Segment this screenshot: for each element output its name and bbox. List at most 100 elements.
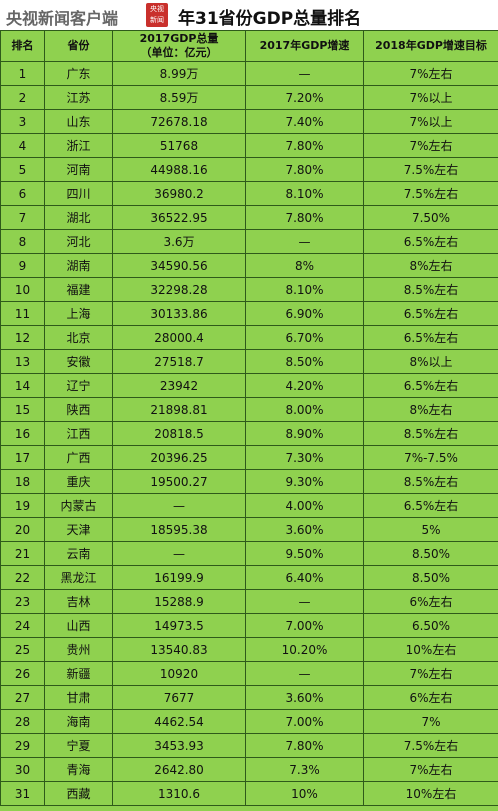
table-cell: 6.5%左右 <box>363 493 498 518</box>
header-text: （单位：亿元） <box>140 46 218 59</box>
table-row: 8 河北 3.6万 —6.5%左右 <box>0 229 498 254</box>
badge-line: 新闻 <box>150 16 164 24</box>
table-cell: 30 <box>0 757 45 782</box>
table-cell: 20396.25 <box>112 445 246 470</box>
table-cell: 44988.16 <box>112 157 246 182</box>
table-cell: 西藏 <box>44 781 113 806</box>
table-row: 19 内蒙古 —4.00% 6.5%左右 <box>0 493 498 518</box>
table-cell: 7.5%左右 <box>363 157 498 182</box>
table-row: 5 河南 44988.16 7.80% 7.5%左右 <box>0 157 498 182</box>
table-cell: 8.50% <box>245 349 364 374</box>
table-cell: 6.5%左右 <box>363 229 498 254</box>
table-row: 10 福建 32298.28 8.10% 8.5%左右 <box>0 277 498 302</box>
header-text: 省份 <box>67 39 90 52</box>
header-cell: 2017GDP总量 （单位：亿元） <box>112 30 246 62</box>
table-cell: 山西 <box>44 613 113 638</box>
table-cell: 12 <box>0 325 45 350</box>
table-cell: 72678.18 <box>112 109 246 134</box>
table-cell: 13 <box>0 349 45 374</box>
table-cell: 14 <box>0 373 45 398</box>
table-row: 11 上海 30133.86 6.90% 6.5%左右 <box>0 301 498 326</box>
table-cell: 4.00% <box>245 493 364 518</box>
table-cell: 青海 <box>44 757 113 782</box>
table-cell: 28 <box>0 709 45 734</box>
table-cell: 17 <box>0 445 45 470</box>
badge-line: 央视 <box>150 5 164 13</box>
table-cell: 广东 <box>44 61 113 86</box>
title: 年31省份GDP总量排名 <box>178 9 362 29</box>
table-cell: 6.5%左右 <box>363 301 498 326</box>
table-cell: 8%左右 <box>363 253 498 278</box>
table-cell: 6.5%左右 <box>363 373 498 398</box>
table-cell: 9.50% <box>245 541 364 566</box>
table-cell: 6.70% <box>245 325 364 350</box>
table-body: 1 广东 8.99万 —7%左右 2 江苏 8.59万 7.20% 7%以上 3 山东 72678.1… <box>0 61 498 806</box>
table-cell: 3.6万 <box>112 229 246 254</box>
table-cell: 3453.93 <box>112 733 246 758</box>
table-cell: 7.80% <box>245 157 364 182</box>
table-cell: 13540.83 <box>112 637 246 662</box>
table-cell: 云南 <box>44 541 113 566</box>
source-label: 央视新闻客户端 <box>6 9 119 28</box>
table-cell: 内蒙古 <box>44 493 113 518</box>
table-cell: 8.10% <box>245 277 364 302</box>
table-row: 28 海南 4462.54 7.00% 7% <box>0 709 498 734</box>
header-cell: 2017年GDP增速 <box>245 30 364 62</box>
header-cell: 2018年GDP增速目标 <box>363 30 498 62</box>
table-cell: 7.3% <box>245 757 364 782</box>
table-cell: 江苏 <box>44 85 113 110</box>
table-row: 30 青海 2642.80 7.3% 7%左右 <box>0 757 498 782</box>
table-cell: 8.00% <box>245 397 364 422</box>
table-cell: 8.5%左右 <box>363 421 498 446</box>
table-row: 27 甘肃 7677 3.60% 6%左右 <box>0 685 498 710</box>
title-bar: 央视新闻客户端 央视 新闻 年31省份GDP总量排名 <box>0 0 498 30</box>
table-row: 16 江西 20818.5 8.90% 8.5%左右 <box>0 421 498 446</box>
table-cell: 海南 <box>44 709 113 734</box>
table-cell: 6.40% <box>245 565 364 590</box>
table-cell: 4 <box>0 133 45 158</box>
table-cell: 15 <box>0 397 45 422</box>
table-cell: 23942 <box>112 373 246 398</box>
table-cell: 甘肃 <box>44 685 113 710</box>
table-cell: 7.80% <box>245 733 364 758</box>
table-cell: 贵州 <box>44 637 113 662</box>
table-cell: 20 <box>0 517 45 542</box>
table-cell: 7.80% <box>245 205 364 230</box>
table-cell: 8 <box>0 229 45 254</box>
table-cell: 2 <box>0 85 45 110</box>
table: 排名 省份 2017GDP总量 （单位：亿元） 2017年GDP增速 2018年GDP增速… <box>0 30 498 806</box>
table-row: 18 重庆 19500.27 9.30% 8.5%左右 <box>0 469 498 494</box>
header-cell: 排名 <box>0 30 45 62</box>
table-cell: 7% <box>363 709 498 734</box>
table-cell: 8% <box>245 253 364 278</box>
table-cell: 9.30% <box>245 469 364 494</box>
table-cell: 7%左右 <box>363 757 498 782</box>
table-cell: 8.90% <box>245 421 364 446</box>
table-cell: 23 <box>0 589 45 614</box>
table-cell: 上海 <box>44 301 113 326</box>
table-cell: 8.99万 <box>112 61 246 86</box>
table-cell: 辽宁 <box>44 373 113 398</box>
table-cell: 湖北 <box>44 205 113 230</box>
table-cell: 16 <box>0 421 45 446</box>
table-cell: 安徽 <box>44 349 113 374</box>
table-cell: 7.20% <box>245 85 364 110</box>
table-cell: 四川 <box>44 181 113 206</box>
table-cell: 28000.4 <box>112 325 246 350</box>
table-row: 24 山西 14973.5 7.00% 6.50% <box>0 613 498 638</box>
table-cell: 北京 <box>44 325 113 350</box>
table-row: 6 四川 36980.2 8.10% 7.5%左右 <box>0 181 498 206</box>
table-cell: 浙江 <box>44 133 113 158</box>
table-row: 23 吉林 15288.9—6%左右 <box>0 589 498 614</box>
table-cell: 21898.81 <box>112 397 246 422</box>
table-cell: 黑龙江 <box>44 565 113 590</box>
table-cell: — <box>245 61 364 86</box>
table-cell: 7.50% <box>363 205 498 230</box>
table-row: 31 西藏 1310.6 10% 10%左右 <box>0 781 498 806</box>
header-text: 排名 <box>11 39 34 52</box>
table-cell: 宁夏 <box>44 733 113 758</box>
table-cell: 7.30% <box>245 445 364 470</box>
table-cell: 6.5%左右 <box>363 325 498 350</box>
table-cell: 7%左右 <box>363 133 498 158</box>
table-row: 21 云南 —9.50% 8.50% <box>0 541 498 566</box>
